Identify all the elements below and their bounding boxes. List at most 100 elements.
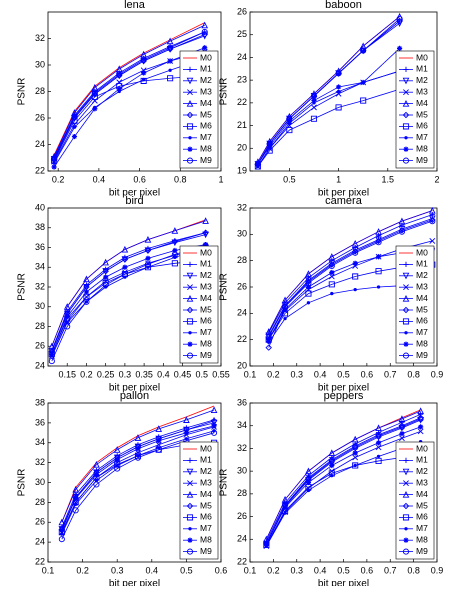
y-tick-label: 26 xyxy=(35,341,45,351)
marker xyxy=(71,133,78,140)
legend-label: M4 xyxy=(200,98,212,108)
series-line xyxy=(51,259,206,355)
x-axis-label: bit per pixel xyxy=(318,579,369,586)
legend-label: M5 xyxy=(416,500,428,510)
y-tick-label: 24 xyxy=(35,360,45,370)
marker xyxy=(329,462,335,469)
marker xyxy=(328,273,335,280)
x-tick-label: 2 xyxy=(434,174,439,184)
legend-label: M0 xyxy=(200,52,212,62)
x-tick-label: 0.3 xyxy=(111,565,124,575)
marker xyxy=(116,86,122,92)
marker xyxy=(72,507,79,514)
series-line xyxy=(51,244,206,355)
y-tick-label: 25 xyxy=(237,29,247,39)
legend-marker xyxy=(188,136,192,140)
legend-label: M3 xyxy=(200,477,212,487)
marker xyxy=(306,488,311,493)
x-tick-label: 0.6 xyxy=(361,565,374,575)
marker xyxy=(168,68,172,72)
x-axis-label: bit per pixel xyxy=(109,188,160,199)
series-line xyxy=(61,420,215,530)
marker xyxy=(92,106,98,112)
y-tick-label: 22 xyxy=(237,556,247,566)
marker xyxy=(336,89,341,94)
legend-label: M2 xyxy=(416,270,428,280)
legend-marker xyxy=(403,480,409,487)
marker xyxy=(282,502,289,509)
marker xyxy=(65,320,69,325)
series-line xyxy=(53,75,205,161)
legend-marker xyxy=(186,294,194,302)
marker xyxy=(64,314,70,320)
marker xyxy=(305,483,312,491)
x-tick-label: 0.9 xyxy=(431,565,444,575)
marker xyxy=(91,89,98,96)
marker xyxy=(166,37,174,45)
x-axis-label: bit per pixel xyxy=(109,383,160,394)
y-axis-label: PSNR xyxy=(219,273,230,301)
legend-label: M3 xyxy=(416,477,428,487)
series-line xyxy=(51,220,206,347)
legend-box xyxy=(395,50,435,169)
series-line xyxy=(61,430,215,535)
x-tick-label: 0.6 xyxy=(133,174,146,184)
legend-label: M1 xyxy=(200,259,212,269)
x-tick-label: 0.45 xyxy=(174,369,192,379)
marker xyxy=(360,79,366,86)
marker xyxy=(376,454,381,459)
y-tick-label: 32 xyxy=(35,457,45,467)
legend-label: M9 xyxy=(200,155,212,165)
x-tick-label: 0.1 xyxy=(42,565,55,575)
legend-marker xyxy=(186,272,194,280)
legend-marker xyxy=(188,331,192,335)
marker xyxy=(359,42,367,50)
marker xyxy=(375,268,382,275)
marker xyxy=(375,457,382,464)
y-tick-label: 28 xyxy=(35,321,45,331)
legend-marker xyxy=(187,457,193,463)
y-tick-label: 22 xyxy=(237,334,247,344)
y-tick-label: 34 xyxy=(35,437,45,447)
y-axis-label: PSNR xyxy=(219,78,230,106)
series-line xyxy=(51,247,206,357)
legend-marker xyxy=(187,341,193,347)
marker xyxy=(311,97,317,104)
marker xyxy=(183,416,190,423)
legend-marker xyxy=(403,261,409,267)
marker xyxy=(172,247,178,254)
legend-label: M2 xyxy=(200,270,212,280)
marker xyxy=(255,161,261,167)
marker xyxy=(94,478,99,483)
legend-label: M7 xyxy=(416,327,428,337)
marker xyxy=(399,435,405,442)
marker xyxy=(352,444,359,451)
x-tick-label: 0.5 xyxy=(283,174,296,184)
marker xyxy=(352,450,358,456)
marker xyxy=(351,239,359,247)
marker xyxy=(72,125,77,129)
y-axis-label: PSNR xyxy=(219,469,230,497)
legend-label: M7 xyxy=(200,327,212,337)
marker xyxy=(167,75,174,82)
marker xyxy=(352,260,358,266)
marker xyxy=(141,70,147,76)
marker xyxy=(155,446,162,453)
marker xyxy=(116,71,123,78)
legend-marker xyxy=(402,514,410,521)
marker xyxy=(396,20,403,27)
marker xyxy=(63,303,71,310)
legend-label: M4 xyxy=(416,489,428,499)
y-tick-label: 30 xyxy=(237,466,247,476)
legend-label: M6 xyxy=(416,512,428,522)
marker xyxy=(121,271,128,278)
legend-marker xyxy=(403,89,409,96)
series-line xyxy=(53,31,205,160)
marker xyxy=(254,161,261,168)
legend-marker xyxy=(186,490,194,498)
marker xyxy=(135,446,141,452)
x-tick-label: 0.1 xyxy=(244,565,257,575)
marker xyxy=(360,97,367,104)
chart-title: peppers xyxy=(324,390,364,402)
y-tick-label: 32 xyxy=(237,202,247,212)
